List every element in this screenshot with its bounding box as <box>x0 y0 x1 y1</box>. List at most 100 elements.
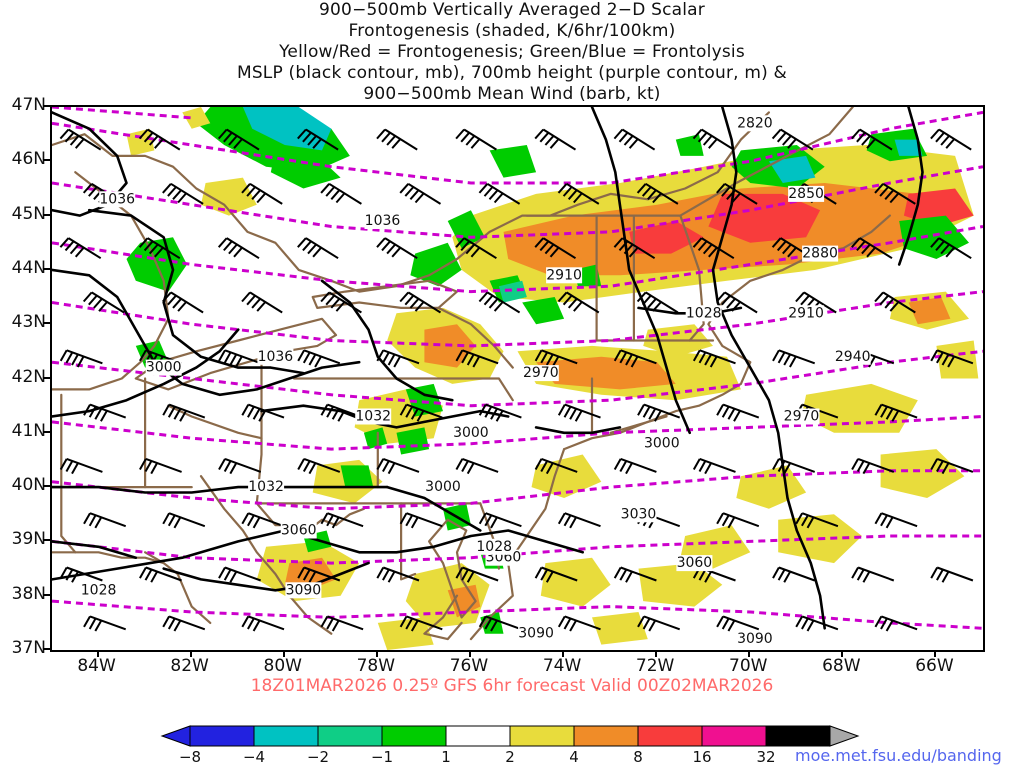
label-backdrop <box>257 348 294 365</box>
wind-barb <box>82 291 125 314</box>
height-contour <box>52 225 983 294</box>
wind-barb <box>138 237 181 260</box>
contour-labels: 2820 2850 2880 2910 2910 2940 2970 2970 3000 3000… <box>80 115 871 648</box>
mslp-contour-label: 1036 <box>365 213 401 229</box>
x-axis-label: 80W <box>263 656 302 676</box>
border-line <box>428 518 477 619</box>
wind-barb <box>83 403 127 422</box>
wind-barb <box>930 349 974 368</box>
wind-barb <box>534 457 578 475</box>
height-contour <box>52 534 983 565</box>
wind-barb <box>59 457 103 475</box>
wind-barb <box>59 566 103 583</box>
colorbar-tick-label: 2 <box>505 748 515 766</box>
x-axis-tick <box>748 650 751 657</box>
wind-barb <box>851 237 893 260</box>
frontogenesis-region <box>498 280 527 303</box>
wind-barb <box>320 512 364 529</box>
wind-barb <box>241 615 285 632</box>
frontogenesis-region <box>908 297 951 325</box>
wind-barb <box>930 457 974 475</box>
wind-barb <box>241 182 283 205</box>
wind-barb <box>399 512 443 529</box>
wind-barb <box>874 182 916 205</box>
wind-barb <box>320 182 362 205</box>
wind-barb <box>557 182 600 205</box>
wind-barb <box>399 182 442 205</box>
frontogenesis-region <box>284 557 336 591</box>
colorbar-segment <box>573 725 639 747</box>
border-line <box>423 594 463 641</box>
mslp-contour <box>162 561 370 592</box>
mslp-contour-label: 1028 <box>81 582 117 598</box>
height-contour-label: 2970 <box>784 409 820 425</box>
watermark-link[interactable]: moe.met.fsu.edu/banding <box>795 746 1002 765</box>
wind-barb <box>455 237 497 260</box>
x-axis-label: 66W <box>915 656 954 676</box>
wind-barb <box>297 128 339 151</box>
mslp-contour-label: 1032 <box>248 479 284 495</box>
wind-barb <box>162 291 204 314</box>
border-line <box>60 393 77 554</box>
wind-barb <box>692 128 735 151</box>
border-line <box>525 107 854 217</box>
mslp-contour <box>52 328 240 418</box>
wind-barb <box>399 403 443 422</box>
wind-barb <box>399 291 442 314</box>
mslp-contour <box>320 279 454 402</box>
wind-barb <box>217 237 260 260</box>
frontogenesis-region <box>675 134 704 156</box>
x-axis-label: 76W <box>449 656 489 676</box>
wind-barb <box>59 237 102 260</box>
frontogenesis-region <box>768 155 816 183</box>
label-backdrop <box>685 305 722 322</box>
wind-barb <box>557 512 601 529</box>
title-line-1: 900−500mb Vertically Averaged 2−D Scalar <box>319 0 705 20</box>
border-line <box>199 475 333 635</box>
y-axis-label: 43N <box>11 312 46 333</box>
wind-barb <box>162 512 206 529</box>
label-backdrop <box>248 479 285 496</box>
height-contour-label: 2940 <box>835 349 871 365</box>
frontogenesis-region <box>936 340 979 379</box>
x-axis-label: 82W <box>170 656 209 676</box>
mslp-contour <box>52 540 138 560</box>
border-line <box>437 306 514 369</box>
x-axis-tick <box>189 650 192 657</box>
wind-barb <box>851 457 895 475</box>
x-axis-label: 68W <box>822 656 861 676</box>
height-contour <box>52 290 983 348</box>
y-axis-label: 44N <box>11 257 46 278</box>
x-axis-tick <box>96 650 99 657</box>
frontogenesis-region <box>270 150 341 189</box>
wind-barb <box>297 349 341 368</box>
forecast-caption: 18Z01MAR2026 0.25º GFS 6hr forecast Vali… <box>250 676 774 696</box>
label-backdrop <box>788 185 825 202</box>
label-backdrop <box>736 631 773 648</box>
height-contour-label: 3030 <box>621 506 657 522</box>
label-backdrop <box>546 267 583 284</box>
wind-barb <box>636 182 679 205</box>
colorbar-tick-label: 4 <box>569 748 579 766</box>
colorbar-tick-label: −2 <box>306 748 330 766</box>
label-backdrop <box>285 582 322 599</box>
wind-barb <box>557 615 601 632</box>
wind-barb <box>716 615 760 632</box>
height-contour-label: 2850 <box>788 186 824 202</box>
mslp-contour <box>534 426 622 435</box>
wind-barb <box>716 182 758 205</box>
y-axis-label: 41N <box>11 420 46 441</box>
wind-barb <box>613 349 657 368</box>
colorbar: −8 −4 −2 −1 1 2 4 8 16 32 <box>160 722 860 768</box>
y-axis-tick <box>43 593 50 596</box>
border-line <box>52 551 165 565</box>
wind-barb <box>930 566 974 583</box>
wind-barb <box>930 128 972 151</box>
colorbar-segment <box>701 725 767 747</box>
wind-barb <box>218 457 262 475</box>
mslp-contour-label: 1032 <box>355 409 391 425</box>
height-contour <box>52 469 983 511</box>
label-backdrop <box>522 365 559 382</box>
y-axis-label: 46N <box>11 149 46 170</box>
